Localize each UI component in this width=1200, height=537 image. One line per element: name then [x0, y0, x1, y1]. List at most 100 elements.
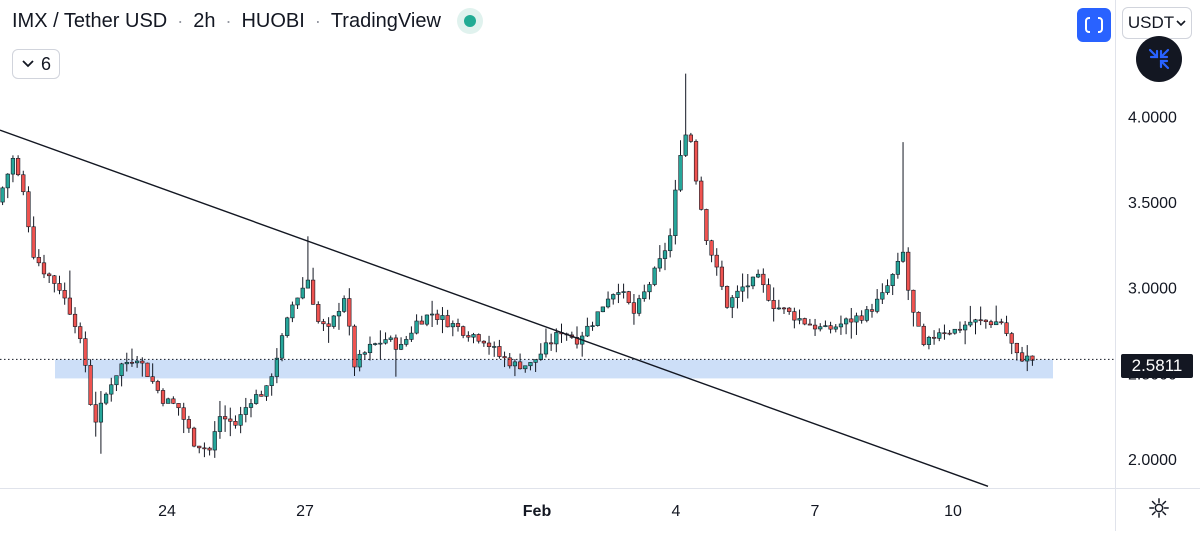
candle-body	[352, 325, 357, 368]
candle	[750, 276, 756, 290]
chart-plot-area[interactable]	[0, 0, 1115, 488]
candle	[461, 325, 466, 339]
candle-body	[900, 251, 906, 262]
candle-body	[424, 314, 430, 325]
candle-body	[637, 298, 642, 314]
candle	[885, 279, 890, 295]
candle-body	[963, 324, 968, 331]
exchange-label: HUOBI	[241, 9, 305, 32]
candle	[83, 331, 88, 373]
exit-fullscreen-button[interactable]	[1136, 36, 1182, 82]
candle-body	[140, 360, 145, 364]
candle	[238, 406, 243, 434]
candle	[523, 365, 528, 373]
candle	[109, 377, 114, 402]
candle-body	[155, 381, 160, 391]
candle	[445, 309, 450, 328]
fullscreen-button[interactable]	[1077, 8, 1111, 42]
candle	[430, 300, 435, 327]
candle-body	[776, 307, 781, 310]
candle	[103, 392, 109, 406]
candle-body	[978, 319, 983, 322]
candle	[47, 272, 52, 284]
candle	[228, 407, 233, 437]
candle-body	[373, 343, 378, 345]
candle-body	[590, 325, 595, 327]
candle	[911, 289, 916, 327]
candle-body	[461, 326, 466, 336]
candle-body	[305, 279, 311, 289]
candle	[5, 173, 10, 199]
candle	[36, 249, 41, 267]
candle	[202, 442, 207, 458]
interval-label[interactable]: 2h	[193, 9, 216, 32]
candle	[0, 186, 5, 206]
candle	[740, 273, 745, 302]
candle	[290, 301, 295, 323]
candle	[957, 321, 963, 334]
candle-body	[926, 336, 932, 345]
candle-body	[543, 342, 549, 355]
candle	[269, 373, 274, 396]
time-axis[interactable]: 24 27 Feb 4 7 10	[0, 488, 1115, 531]
candle-body	[724, 286, 730, 308]
candle	[171, 396, 176, 405]
candle	[611, 293, 616, 305]
candle	[994, 305, 999, 326]
candle	[657, 245, 662, 272]
candle	[983, 319, 988, 329]
candlestick-chart[interactable]	[0, 0, 1115, 488]
candle-body	[419, 320, 424, 325]
indicators-collapse-button[interactable]: 6	[12, 49, 60, 79]
chart-settings-button[interactable]	[1145, 494, 1173, 522]
candle-body	[98, 402, 104, 423]
chart-legend-header: IMX / Tether USD · 2h · HUOBI · TradingV…	[12, 8, 483, 34]
candle	[719, 260, 725, 291]
price-tick-label: 4.0000	[1128, 109, 1177, 126]
candle	[730, 295, 735, 319]
candle	[988, 319, 994, 328]
candle-body	[890, 274, 895, 286]
candle	[693, 139, 699, 185]
candle	[833, 324, 838, 333]
candle	[595, 311, 600, 327]
price-tick-label: 3.5000	[1128, 195, 1177, 212]
candle	[999, 318, 1004, 325]
candle-body	[10, 158, 16, 175]
candle-body	[207, 447, 212, 451]
candle-body	[668, 235, 673, 252]
candle	[699, 176, 704, 211]
candle-body	[600, 306, 605, 313]
candle-body	[290, 304, 295, 319]
candle	[176, 403, 181, 416]
candle	[362, 351, 367, 360]
candle-body	[585, 325, 590, 337]
candle-body	[274, 357, 279, 377]
candle	[62, 282, 67, 305]
candle-body	[517, 361, 523, 370]
candle	[880, 283, 885, 305]
candle	[497, 339, 502, 359]
candle-body	[445, 315, 450, 328]
candle	[274, 348, 279, 384]
candle	[926, 335, 932, 350]
candle	[662, 242, 668, 271]
candle-body	[1025, 355, 1030, 362]
candle-body	[197, 445, 202, 449]
chevron-down-icon	[1176, 20, 1186, 27]
symbol-name[interactable]: IMX / Tether USD	[12, 9, 168, 32]
candle	[900, 142, 906, 263]
candle	[792, 307, 797, 329]
candle-body	[781, 307, 787, 310]
candle-body	[466, 335, 471, 338]
candle-body	[336, 311, 342, 317]
candle	[709, 239, 714, 263]
candle	[409, 326, 414, 342]
candle	[683, 73, 688, 157]
candle-body	[166, 398, 171, 404]
candle	[616, 283, 621, 304]
currency-select[interactable]: USDT	[1122, 7, 1192, 39]
market-status-icon[interactable]	[456, 8, 483, 34]
candle-body	[176, 403, 181, 409]
candle	[776, 299, 781, 310]
